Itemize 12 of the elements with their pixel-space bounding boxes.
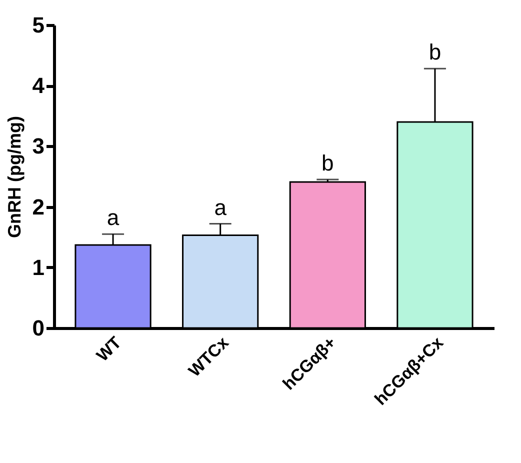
y-tick-label: 2 <box>32 194 44 220</box>
y-tick-label: 4 <box>32 73 46 98</box>
y-tick-label: 1 <box>32 254 44 280</box>
y-tick-label: 3 <box>32 134 44 159</box>
y-tick-label: 0 <box>32 316 44 340</box>
annotation: b <box>428 40 442 65</box>
annotation: a <box>214 194 228 220</box>
annotation: a <box>106 205 120 230</box>
annotation: b <box>322 150 334 176</box>
y-axis-title: GnRH (pg/mg) <box>4 116 24 238</box>
x-tick-label: WT <box>92 332 126 366</box>
y-tick-label: 5 <box>32 12 44 38</box>
